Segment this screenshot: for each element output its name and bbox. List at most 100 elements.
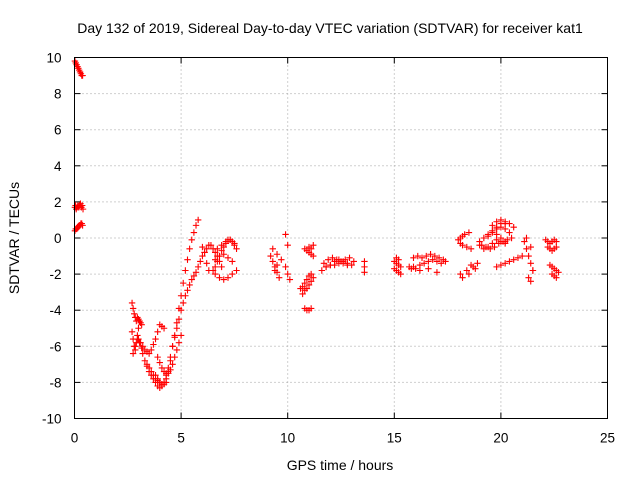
y-axis-label: SDTVAR / TECUs xyxy=(6,182,22,294)
data-point xyxy=(484,232,492,240)
data-point xyxy=(423,252,430,260)
chart-title: Day 132 of 2019, Sidereal Day-to-day VTE… xyxy=(77,20,583,36)
data-point xyxy=(310,242,317,249)
data-point xyxy=(177,332,185,339)
data-point xyxy=(465,229,473,236)
data-point xyxy=(173,325,181,332)
data-point xyxy=(273,261,281,269)
data-point xyxy=(322,263,330,271)
data-point xyxy=(231,240,238,247)
data-point xyxy=(184,287,191,294)
data-point xyxy=(395,256,402,263)
data-point xyxy=(420,260,428,267)
data-point xyxy=(329,254,336,262)
data-point xyxy=(459,242,466,249)
data-point xyxy=(128,299,136,307)
data-point xyxy=(158,364,166,372)
data-point xyxy=(218,247,225,254)
data-point xyxy=(480,234,488,242)
data-point xyxy=(269,258,276,265)
data-point xyxy=(416,261,424,269)
data-point xyxy=(465,270,473,278)
x-tick-label: 10 xyxy=(280,431,295,446)
data-point xyxy=(212,263,219,271)
data-point xyxy=(472,265,479,272)
data-point xyxy=(440,256,447,263)
data-point xyxy=(145,364,153,372)
y-tick-label: 4 xyxy=(54,159,62,174)
data-point xyxy=(480,245,488,253)
data-point xyxy=(165,370,172,377)
data-point xyxy=(145,350,153,357)
data-point xyxy=(150,371,157,379)
data-point xyxy=(497,216,505,224)
data-point xyxy=(188,236,195,244)
data-point xyxy=(224,254,232,262)
data-point xyxy=(414,252,421,260)
data-point xyxy=(501,240,509,247)
data-point xyxy=(519,252,526,260)
data-point xyxy=(506,258,513,265)
y-tick-label: -6 xyxy=(49,339,61,354)
y-tick-label: -10 xyxy=(42,412,62,427)
data-point xyxy=(169,361,176,368)
data-point xyxy=(273,251,281,258)
data-point xyxy=(493,236,500,244)
data-point xyxy=(320,260,328,267)
data-point xyxy=(303,276,311,283)
data-point xyxy=(425,265,432,272)
data-point xyxy=(553,243,560,251)
data-point xyxy=(361,263,368,271)
data-point xyxy=(135,335,142,343)
data-point xyxy=(331,261,338,269)
data-point xyxy=(271,267,279,274)
x-tick-label: 25 xyxy=(600,431,615,446)
data-point xyxy=(233,267,240,274)
data-point xyxy=(467,261,475,269)
data-point xyxy=(132,343,139,350)
data-point xyxy=(333,256,340,263)
data-point xyxy=(139,350,146,357)
data-point xyxy=(182,292,189,299)
data-point xyxy=(508,234,515,242)
data-point xyxy=(278,256,285,263)
data-point xyxy=(493,218,500,225)
axis-ticks: 0 5 10 15 20 25 -10 -8 -6 -4 -2 0 2 4 6 8 10 xyxy=(42,51,615,446)
data-point xyxy=(301,279,308,287)
data-point xyxy=(177,307,185,314)
data-point xyxy=(226,236,234,244)
data-point xyxy=(182,267,189,274)
data-point xyxy=(438,260,445,267)
data-point xyxy=(474,260,481,267)
data-point xyxy=(493,263,500,271)
data-point xyxy=(418,254,426,262)
data-point xyxy=(269,245,276,253)
data-point xyxy=(501,225,509,233)
plot-frame xyxy=(74,57,608,419)
data-point xyxy=(128,328,136,336)
data-point xyxy=(489,240,496,247)
data-point xyxy=(493,231,500,238)
data-point xyxy=(175,339,183,346)
data-point xyxy=(192,269,200,276)
data-point xyxy=(205,267,213,274)
data-point xyxy=(527,243,534,251)
x-tick-label: 20 xyxy=(493,431,508,446)
data-point xyxy=(433,258,441,265)
data-point xyxy=(523,234,530,242)
data-point xyxy=(199,252,206,260)
data-point xyxy=(233,245,240,253)
data-point xyxy=(212,249,219,256)
data-point xyxy=(186,281,193,289)
data-point xyxy=(476,242,483,249)
data-point xyxy=(307,278,315,285)
data-point xyxy=(220,276,227,283)
data-point xyxy=(275,274,283,281)
data-point xyxy=(497,238,505,245)
data-point xyxy=(154,328,161,336)
data-point xyxy=(78,202,86,209)
data-point xyxy=(141,357,149,364)
data-point xyxy=(307,270,315,278)
y-tick-label: 0 xyxy=(54,231,62,246)
data-point xyxy=(523,245,530,253)
